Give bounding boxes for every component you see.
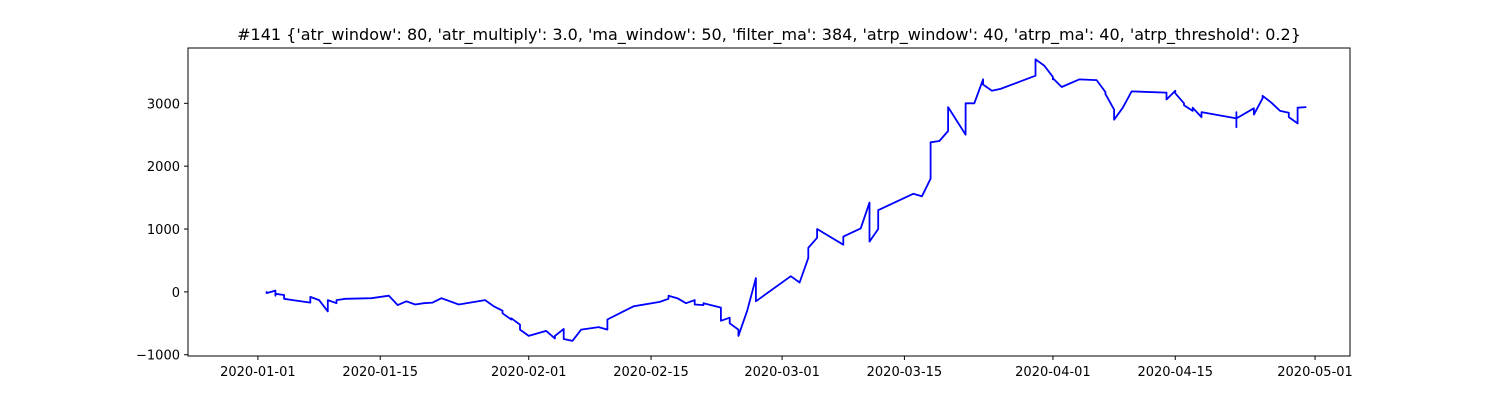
x-tick-label: 2020-04-01 <box>1015 365 1091 380</box>
x-tick-label: 2020-01-15 <box>342 365 418 380</box>
chart-title: #141 {'atr_window': 80, 'atr_multiply': … <box>237 25 1301 45</box>
plot-frame <box>187 47 1351 357</box>
x-tick-label: 2020-03-01 <box>744 365 820 380</box>
y-axis: −1000 0 1000 2000 3000 <box>136 97 188 364</box>
y-tick-label: 3000 <box>147 97 180 112</box>
series-line <box>265 58 1307 342</box>
x-tick-label: 2020-05-01 <box>1277 365 1353 380</box>
y-tick-label: 2000 <box>147 160 180 175</box>
y-tick-label: 1000 <box>147 223 180 238</box>
x-tick-label: 2020-03-15 <box>867 365 943 380</box>
x-tick-label: 2020-02-01 <box>491 365 567 380</box>
x-tick-label: 2020-01-01 <box>220 365 296 380</box>
x-tick-label: 2020-02-15 <box>613 365 689 380</box>
plot-area <box>188 48 1350 356</box>
y-tick-label: 0 <box>172 286 180 301</box>
x-tick-label: 2020-04-15 <box>1137 365 1213 380</box>
y-tick-label: −1000 <box>136 349 180 364</box>
x-axis: 2020-01-01 2020-01-15 2020-02-01 2020-02-15… <box>220 356 1353 380</box>
